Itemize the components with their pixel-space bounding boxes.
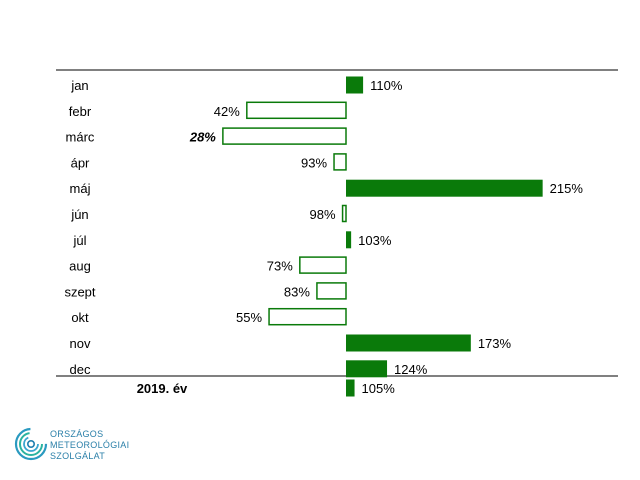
category-label: máj	[70, 181, 91, 196]
category-label: aug	[69, 259, 91, 274]
value-label: 124%	[394, 362, 428, 377]
value-label: 93%	[301, 155, 327, 170]
chart-row: júl 103%	[72, 231, 392, 249]
omsz-logo: ORSZÁGOS METEOROLÓGIAI SZOLGÁLAT	[14, 424, 174, 468]
month-bar	[299, 256, 347, 274]
category-label: jan	[70, 78, 88, 93]
value-label: 110%	[370, 78, 403, 93]
category-label: jún	[70, 207, 88, 222]
category-label: szept	[64, 284, 95, 299]
chart-row: dec 124%	[70, 360, 428, 378]
category-label: febr	[69, 104, 92, 119]
month-bar	[222, 127, 347, 145]
value-label: 55%	[236, 310, 262, 325]
chart-row: aug 73%	[69, 256, 347, 274]
month-bar	[246, 101, 347, 120]
logo-line: METEOROLÓGIAI	[50, 440, 130, 450]
value-label: 42%	[214, 104, 240, 119]
value-label: 73%	[267, 259, 293, 274]
value-label: 215%	[550, 181, 584, 196]
month-bar	[316, 282, 347, 300]
chart-row: ápr 93%	[71, 153, 347, 171]
value-label: 105%	[362, 381, 396, 396]
value-label: 83%	[284, 284, 310, 299]
logo-swirl-icon	[14, 427, 48, 461]
value-label: 28%	[189, 130, 216, 145]
chart-row: jún 98%	[70, 204, 347, 223]
chart-rows: jan 110% febr 42% márc 28% ápr 93% máj 215% jún 98%…	[64, 76, 584, 378]
logo-text: ORSZÁGOS METEOROLÓGIAI SZOLGÁLAT	[50, 429, 129, 462]
month-bar	[268, 307, 347, 326]
month-bar	[346, 334, 471, 352]
logo-line: ORSZÁGOS	[50, 429, 104, 439]
chart-row: márc 28%	[66, 127, 347, 145]
category-label: nov	[70, 336, 91, 351]
category-label: okt	[71, 310, 89, 325]
chart-row: jan 110%	[70, 76, 403, 94]
value-label: 98%	[310, 207, 336, 222]
category-label: dec	[70, 362, 91, 377]
chart-row: máj 215%	[70, 179, 584, 197]
month-bar	[346, 179, 543, 197]
category-label: júl	[72, 233, 86, 248]
total-bar	[346, 379, 355, 397]
month-bar	[346, 360, 388, 378]
month-bar	[341, 204, 347, 223]
month-bar	[346, 231, 352, 249]
value-label: 173%	[478, 336, 512, 351]
chart-row: febr 42%	[69, 101, 347, 120]
value-label: 103%	[358, 233, 392, 248]
logo-line: SZOLGÁLAT	[50, 451, 106, 461]
chart-row: szept 83%	[64, 282, 347, 300]
total-row: 2019. év 105%	[137, 379, 396, 397]
chart-row: nov 173%	[70, 334, 512, 352]
category-label: ápr	[71, 155, 90, 170]
month-bar	[333, 153, 347, 171]
chart-row: okt 55%	[71, 307, 347, 326]
category-label: márc	[66, 130, 95, 145]
total-category-label: 2019. év	[137, 381, 188, 396]
month-bar	[346, 76, 364, 94]
